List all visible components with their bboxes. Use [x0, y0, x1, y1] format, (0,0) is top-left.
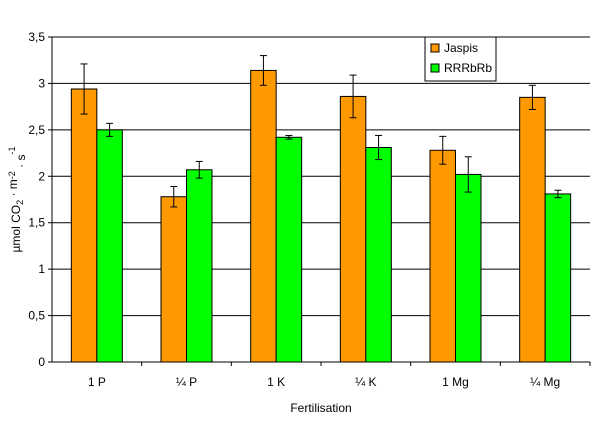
error-bar [375, 134, 383, 161]
legend-label: Jaspis [444, 41, 478, 55]
error-bar [554, 189, 562, 199]
bars [70, 69, 572, 363]
y-tick-label: 3 [38, 76, 45, 90]
bar-rrrbrb [186, 169, 213, 363]
y-axis-title: µmol CO2 · m-2 · s-1 [6, 147, 28, 253]
legend-swatch [430, 63, 440, 73]
x-tick-label: ¼ Mg [530, 375, 560, 389]
y-tick-label: 0 [38, 355, 45, 369]
bar-jaspis [519, 96, 546, 363]
y-tick-label: 1,5 [28, 216, 45, 230]
error-bar [195, 160, 203, 179]
y-tick-label: 3,5 [28, 30, 45, 44]
error-bar [285, 134, 293, 140]
error-bar [80, 63, 88, 115]
bar-rrrbrb [275, 136, 303, 363]
gridlines [52, 36, 590, 317]
bar-rrrbrb [544, 193, 572, 363]
error-bar [106, 122, 114, 137]
y-tick-label: 0,5 [28, 309, 45, 323]
error-bar [439, 135, 447, 165]
bar-rrrbrb [96, 129, 123, 363]
legend-label: RRRbRb [444, 61, 492, 75]
bar-jaspis [70, 88, 98, 363]
bar-jaspis [250, 69, 277, 363]
axes [51, 37, 590, 363]
x-tick-label: 1 K [267, 375, 285, 389]
x-tick-label: ¼ K [355, 375, 376, 389]
x-tick-labels: 1 P ¼ P 1 K ¼ K 1 Mg ¼ Mg [88, 362, 591, 389]
legend: Jaspis RRRbRb [424, 36, 497, 82]
error-bars [80, 55, 562, 208]
error-bar [170, 186, 178, 208]
x-axis-title: Fertilisation [290, 401, 351, 415]
bar-jaspis [339, 95, 367, 363]
bar-jaspis [429, 149, 456, 363]
bar-jaspis [160, 196, 187, 363]
bar-rrrbrb [365, 147, 392, 363]
x-tick-label: 1 P [88, 375, 106, 389]
x-tick-label: 1 Mg [442, 375, 469, 389]
error-bar [259, 55, 267, 86]
y-tick-labels: 0 0,5 1 1,5 2 2,5 3 3,5 [28, 30, 52, 369]
error-bar [464, 156, 472, 193]
x-tick-label: ¼ P [176, 375, 197, 389]
y-tick-label: 1 [38, 262, 45, 276]
y-tick-label: 2 [38, 169, 45, 183]
legend-swatch [430, 43, 440, 53]
bar-rrrbrb [455, 173, 482, 363]
error-bar [528, 84, 536, 110]
error-bar [349, 74, 357, 119]
y-tick-label: 2,5 [28, 123, 45, 137]
